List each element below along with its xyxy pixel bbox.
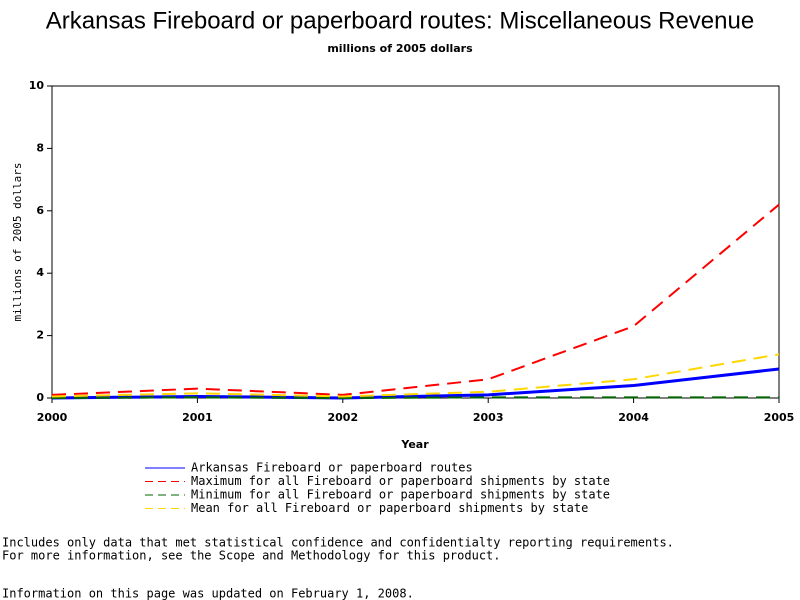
footnote: Includes only data that met statistical …	[2, 536, 674, 550]
y-tick-label: 4	[36, 266, 44, 279]
x-tick-label: 2003	[473, 411, 504, 424]
footnote: For more information, see the Scope and …	[2, 549, 501, 563]
x-axis-label: Year	[400, 438, 429, 451]
y-axis-label: millions of 2005 dollars	[11, 163, 24, 322]
x-tick-label: 2004	[618, 411, 649, 424]
legend-label: Minimum for all Fireboard or paperboard …	[191, 488, 610, 502]
y-tick-label: 2	[36, 329, 44, 342]
plot-frame	[51, 85, 780, 399]
chart-subtitle: millions of 2005 dollars	[327, 42, 473, 55]
chart-title: Arkansas Fireboard or paperboard routes:…	[46, 7, 754, 34]
x-tick-label: 2002	[327, 411, 358, 424]
legend-label: Arkansas Fireboard or paperboard routes	[191, 461, 473, 475]
series-line	[51, 396, 779, 400]
x-tick-label: 2000	[37, 411, 68, 424]
y-tick-label: 10	[29, 79, 45, 92]
y-tick-label: 6	[36, 204, 44, 217]
footnote: Information on this page was updated on …	[2, 587, 414, 600]
legend-label: Maximum for all Fireboard or paperboard …	[191, 474, 610, 488]
y-tick-label: 8	[36, 141, 44, 154]
series-line	[51, 353, 780, 398]
y-tick-label: 0	[36, 391, 44, 404]
legend-label: Mean for all Fireboard or paperboard shi…	[191, 501, 588, 515]
series-line	[51, 203, 780, 396]
x-tick-label: 2001	[182, 411, 213, 424]
x-tick-label: 2005	[764, 411, 795, 424]
